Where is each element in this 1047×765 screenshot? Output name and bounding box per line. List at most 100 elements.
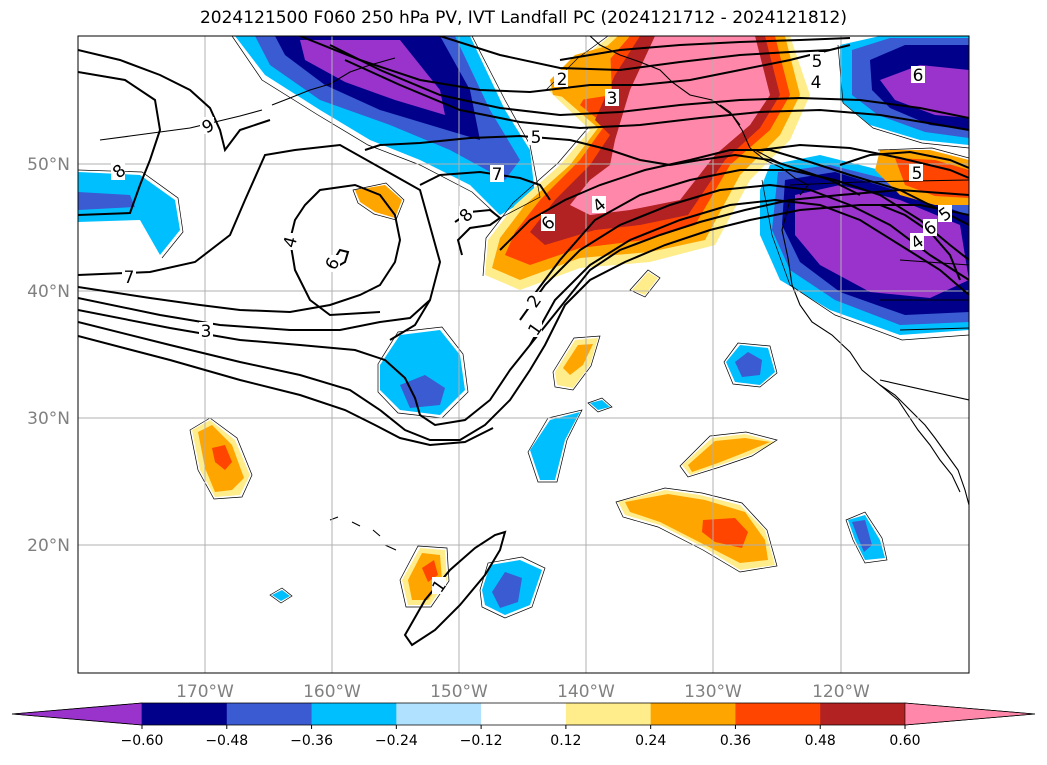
colorbar-block bbox=[142, 703, 228, 725]
map-panel: 9 8 7 3 4 5 6 2 3 5 7 8 6 4 bbox=[78, 36, 969, 673]
lon-label-170w: 170°W bbox=[176, 682, 234, 702]
contour-label: 2 bbox=[557, 70, 568, 90]
ivt-contours bbox=[78, 36, 969, 647]
colorbar-label: −0.60 bbox=[121, 733, 164, 749]
lon-label-130w: 130°W bbox=[684, 682, 742, 702]
lat-label-50n: 50°N bbox=[27, 155, 70, 175]
ivt-contour-9 bbox=[78, 49, 271, 153]
ivt-contour-b bbox=[78, 297, 431, 331]
colorbar: −0.60 −0.48 −0.36 −0.24 −0.12 0.12 0.24 0.36 0.4… bbox=[11, 702, 1036, 749]
map-frame bbox=[77, 35, 970, 674]
colorbar-label: 0.24 bbox=[635, 733, 666, 749]
lon-label-160w: 160°W bbox=[303, 682, 361, 702]
contour-label: 6 bbox=[913, 66, 924, 86]
neg-anomaly-west-edge-core bbox=[78, 192, 135, 210]
contour-label: 7 bbox=[124, 268, 135, 288]
pos-anomaly-pacific-4-orange bbox=[688, 438, 770, 472]
border-states bbox=[879, 259, 969, 401]
colorbar-block bbox=[650, 703, 736, 725]
lon-labels: 170°W 160°W 150°W 140°W 130°W 120°W bbox=[176, 682, 870, 702]
lat-label-30n: 30°N bbox=[27, 409, 70, 429]
contour-label: 3 bbox=[607, 89, 618, 109]
ivt-contour-8 bbox=[78, 71, 162, 216]
neg-anomaly-east-1-core bbox=[735, 352, 762, 377]
ivt-contour-upper-c bbox=[329, 44, 969, 119]
neg-anomaly-tiny-1 bbox=[272, 590, 290, 601]
ivt-contour-2 bbox=[519, 183, 969, 321]
lon-label-120w: 120°W bbox=[812, 682, 870, 702]
contour-labels: 9 8 7 3 4 5 6 2 3 5 7 8 6 4 bbox=[109, 52, 956, 597]
neg-anomaly-central-core bbox=[400, 375, 445, 408]
lat-label-20n: 20°N bbox=[27, 536, 70, 556]
ivt-contour-upper-a bbox=[559, 37, 851, 61]
neg-anomaly-south-1 bbox=[530, 412, 580, 480]
contour-label: 4 bbox=[811, 73, 822, 93]
ivt-contour-e bbox=[78, 335, 494, 447]
colorbar-block bbox=[311, 703, 397, 725]
colorbar-extend-high bbox=[904, 702, 1036, 726]
hawaii-islands bbox=[329, 516, 397, 551]
lon-label-140w: 140°W bbox=[557, 682, 615, 702]
ivt-contour-5-mid bbox=[364, 134, 861, 196]
coastline-baja bbox=[879, 384, 961, 493]
colorbar-block bbox=[735, 703, 821, 725]
contour-label: 4 bbox=[280, 234, 302, 250]
anomaly-outlines bbox=[78, 36, 969, 619]
lat-labels: 50°N 40°N 30°N 20°N bbox=[27, 155, 70, 556]
lat-label-40n: 40°N bbox=[27, 282, 70, 302]
contour-label: 3 bbox=[201, 322, 212, 342]
colorbar-extend-low bbox=[11, 702, 143, 726]
ivt-contour-hawaii-loop bbox=[403, 530, 507, 647]
ivt-contour-d bbox=[78, 204, 969, 441]
colorbar-label: −0.24 bbox=[375, 733, 418, 749]
coastline-aleutians bbox=[99, 109, 263, 141]
ivt-contour-upper-b bbox=[439, 36, 831, 72]
ivt-contour-east-b bbox=[759, 143, 969, 179]
ivt-contour-east-a bbox=[839, 150, 969, 169]
coastline-alaska-canada bbox=[589, 36, 809, 196]
positive-anomaly-fills bbox=[192, 36, 969, 605]
neg-anomaly-south-2-core bbox=[492, 572, 522, 608]
ivt-contour-c bbox=[78, 188, 969, 427]
colorbar-label: −0.12 bbox=[460, 733, 503, 749]
pos-anomaly-small-1 bbox=[632, 272, 658, 295]
ivt-contour-1 bbox=[529, 198, 969, 346]
ivt-contour-upper-d bbox=[344, 59, 969, 131]
colorbar-blocks bbox=[11, 702, 1036, 729]
colorbar-label: 0.12 bbox=[550, 733, 581, 749]
ivt-contour-5-upper bbox=[299, 36, 851, 94]
colorbar-block bbox=[481, 703, 567, 725]
neg-anomaly-east-2-core bbox=[852, 520, 872, 552]
pos-anomaly-pacific-1-red bbox=[212, 445, 232, 470]
contour-label: 5 bbox=[812, 52, 823, 72]
contour-label: 5 bbox=[912, 164, 923, 184]
colorbar-label: 0.60 bbox=[889, 733, 920, 749]
ivt-contour-6 bbox=[499, 149, 969, 251]
ivt-contour-8-mid bbox=[454, 208, 502, 256]
pos-anomaly-pacific-2-red bbox=[422, 560, 438, 582]
neg-anomaly-west-coast-max bbox=[795, 185, 969, 298]
neg-anomaly-central bbox=[380, 330, 465, 415]
contour-label: 5 bbox=[531, 128, 542, 148]
neg-anomaly-ne-corner-max bbox=[880, 65, 969, 118]
colorbar-block bbox=[226, 703, 313, 725]
ivt-contour-a bbox=[78, 183, 402, 317]
map-title: 2024121500 F060 250 hPa PV, IVT Landfall… bbox=[199, 8, 847, 28]
pos-anomaly-plume-pink bbox=[570, 36, 770, 215]
coastline-west-coast bbox=[781, 199, 969, 506]
neg-anomaly-gulf-alaska-max bbox=[300, 40, 445, 115]
colorbar-label: 0.36 bbox=[720, 733, 751, 749]
colorbar-label: 0.48 bbox=[805, 733, 836, 749]
border-us-canada bbox=[789, 179, 969, 186]
colorbar-labels: −0.60 −0.48 −0.36 −0.24 −0.12 0.12 0.24 0.36 0.4… bbox=[121, 733, 921, 749]
colorbar-block bbox=[396, 703, 482, 725]
contour-label: 7 bbox=[492, 165, 503, 185]
neg-anomaly-tiny-2 bbox=[590, 400, 610, 410]
coastlines bbox=[99, 36, 969, 551]
colorbar-block bbox=[565, 703, 652, 725]
colorbar-label: −0.36 bbox=[290, 733, 333, 749]
colorbar-label: −0.48 bbox=[205, 733, 248, 749]
colorbar-block bbox=[820, 703, 906, 725]
lon-label-150w: 150°W bbox=[430, 682, 488, 702]
